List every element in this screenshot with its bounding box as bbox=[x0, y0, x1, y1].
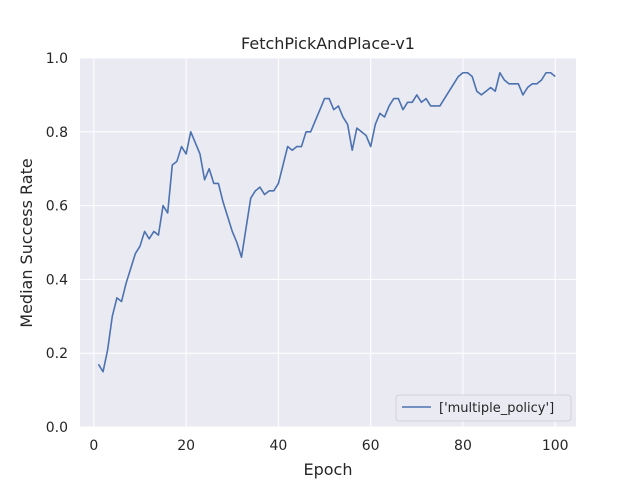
y-tick-label: 0.4 bbox=[46, 272, 68, 288]
x-tick-label: 80 bbox=[454, 438, 472, 454]
x-tick-label: 0 bbox=[89, 438, 98, 454]
x-tick-label: 40 bbox=[269, 438, 287, 454]
series-layer bbox=[97, 71, 556, 373]
legend-box bbox=[395, 394, 572, 422]
x-tick-label: 60 bbox=[362, 438, 380, 454]
plot-area bbox=[80, 58, 576, 427]
y-tick-label: 1.0 bbox=[46, 51, 68, 67]
grid bbox=[80, 57, 576, 428]
y-tick-label: 0.2 bbox=[46, 346, 68, 362]
chart-title: FetchPickAndPlace-v1 bbox=[241, 34, 415, 53]
x-axis-title: Epoch bbox=[304, 460, 353, 479]
tick-labels: 0 20 40 60 80 100 0.0 0.2 0.4 0.6 0.8 1.0 bbox=[46, 51, 569, 454]
series-line bbox=[97, 71, 556, 373]
y-axis-title: Median Success Rate bbox=[17, 158, 36, 327]
y-tick-label: 0.8 bbox=[46, 125, 68, 141]
y-tick-label: 0.0 bbox=[46, 420, 68, 436]
y-tick-label: 0.6 bbox=[46, 199, 68, 215]
x-tick-label: 100 bbox=[542, 438, 569, 454]
x-tick-label: 20 bbox=[177, 438, 195, 454]
legend-label: ['multiple_policy'] bbox=[439, 401, 554, 416]
legend: ['multiple_policy'] bbox=[395, 394, 572, 422]
